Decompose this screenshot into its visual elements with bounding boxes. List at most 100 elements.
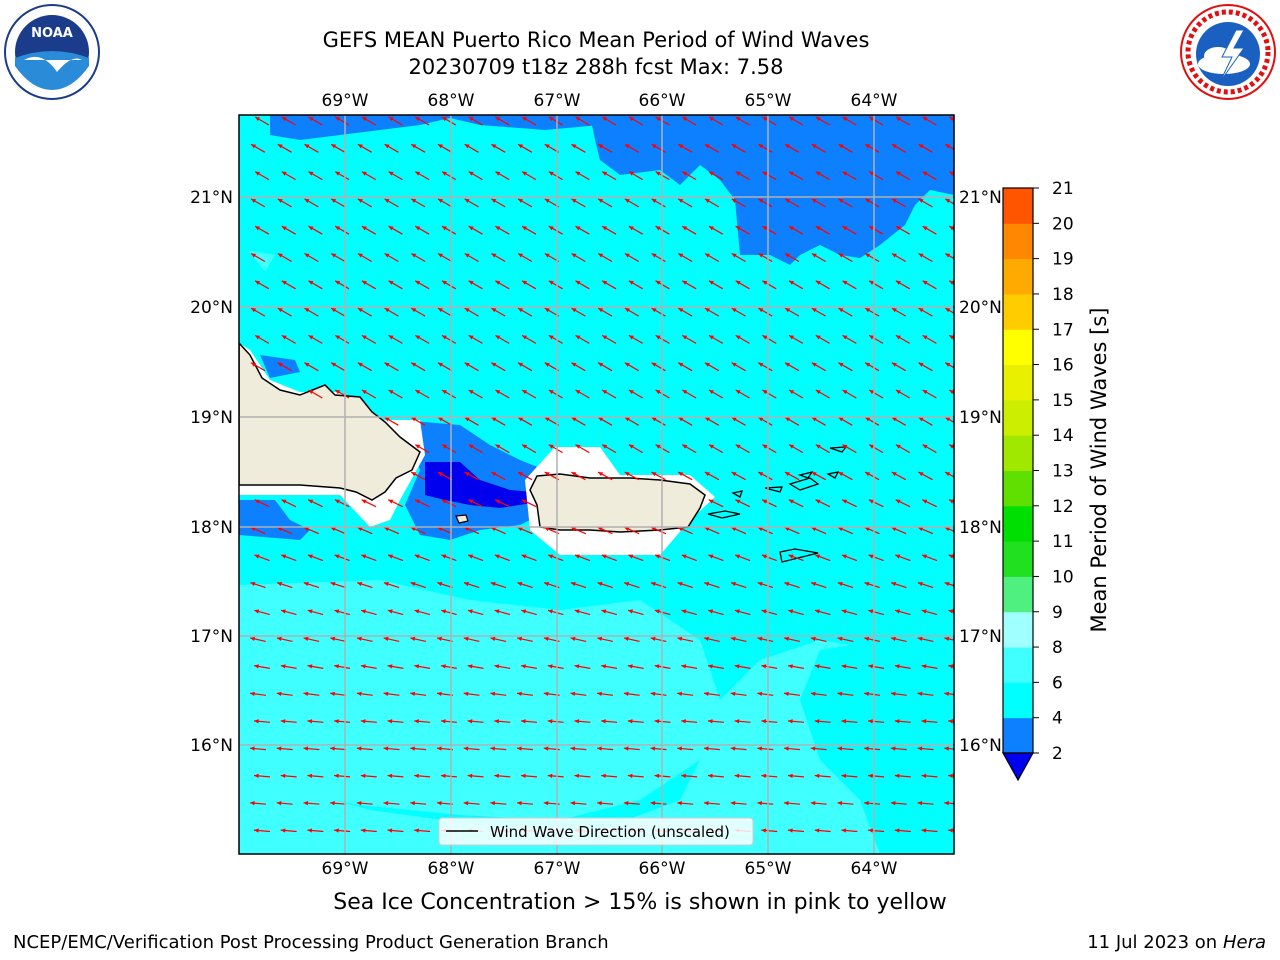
wind-arrow [731, 471, 746, 481]
wind-arrow [330, 143, 346, 153]
wind-arrow [437, 252, 453, 263]
wind-arrow [491, 252, 506, 263]
wind-arrow [948, 499, 954, 504]
wind-arrow [334, 499, 350, 508]
wind-arrow [254, 280, 270, 290]
lat-tick-label-right: 17°N [959, 627, 1002, 647]
wind-arrow [623, 691, 640, 697]
wind-arrow [651, 252, 666, 263]
wind-arrow [277, 307, 292, 317]
wind-arrow [304, 143, 319, 153]
wind-arrow [651, 416, 666, 426]
wind-arrow [441, 171, 457, 181]
wind-arrow [597, 636, 614, 643]
wind-arrow [280, 719, 297, 724]
wind-arrow [838, 362, 853, 372]
wind-arrow [895, 171, 911, 181]
wind-arrow [815, 116, 830, 126]
wind-arrow [414, 389, 430, 399]
wind-arrow [410, 362, 426, 372]
wind-arrow [784, 471, 800, 481]
wind-arrow [624, 143, 640, 153]
wind-arrow [730, 581, 747, 589]
lat-tick-label-left: 17°N [190, 627, 233, 647]
wind-arrow [410, 746, 427, 751]
wind-arrow [276, 636, 293, 643]
wind-arrow [517, 362, 533, 372]
wind-arrow [361, 116, 377, 126]
wind-arrow [303, 526, 319, 535]
wind-arrow [250, 526, 266, 535]
wind-arrow [410, 471, 426, 481]
wind-arrow [735, 225, 750, 235]
wind-arrow [784, 143, 800, 153]
wind-arrow [463, 581, 480, 589]
wind-arrow [521, 225, 537, 235]
wind-arrow [628, 444, 644, 454]
wind-arrow [762, 225, 777, 235]
wind-arrow [517, 526, 533, 535]
wind-arrow [520, 719, 538, 724]
wind-arrow [651, 198, 666, 208]
wind-arrow [491, 307, 506, 317]
wind-arrow [948, 773, 954, 779]
wind-arrow [330, 691, 347, 697]
wind-arrow [249, 801, 267, 806]
wind-arrow [623, 746, 640, 751]
legend-label: Wind Wave Direction (unscaled) [490, 823, 730, 841]
wind-arrow [494, 664, 511, 669]
wind-arrow [387, 773, 404, 779]
colorbar-segment [1003, 188, 1033, 224]
wind-arrow [681, 116, 697, 126]
wind-arrow [788, 116, 804, 126]
wind-arrow [516, 801, 534, 806]
land-vieques [707, 510, 741, 519]
wind-arrow [304, 307, 319, 317]
wind-arrow [387, 828, 404, 833]
wind-arrow [249, 691, 267, 697]
wind-arrow [384, 416, 399, 426]
wind-arrow [921, 609, 938, 616]
wind-arrow [490, 581, 507, 589]
wind-arrow [383, 746, 400, 751]
wind-arrow [280, 773, 297, 779]
wind-arrow [357, 581, 373, 589]
wind-arrow [601, 609, 617, 616]
wind-arrow [388, 334, 403, 344]
footer-date: 11 Jul 2023 on Hera [1087, 932, 1266, 953]
wind-arrow [757, 801, 774, 806]
wind-arrow [361, 334, 377, 344]
wind-arrow [948, 719, 954, 724]
wind-arrow [601, 389, 617, 399]
wind-arrow [521, 389, 537, 399]
wind-arrow [948, 609, 954, 614]
wind-arrow [384, 252, 399, 263]
wind-arrow [677, 801, 694, 806]
colorbar-tick-label: 20 [1052, 214, 1074, 234]
wind-arrow [517, 143, 533, 153]
wind-arrow [677, 581, 693, 589]
wind-arrow [681, 444, 697, 454]
wind-arrow [437, 362, 453, 372]
land-st-croix [779, 548, 819, 563]
wind-arrow [575, 225, 590, 235]
wind-arrow [570, 746, 587, 751]
lat-tick-label-right: 16°N [959, 736, 1002, 756]
wind-arrow [464, 198, 479, 208]
wind-arrow [624, 471, 640, 481]
wind-arrow [868, 280, 884, 290]
colorbar-segment [1003, 399, 1033, 436]
wind-arrow [708, 171, 724, 181]
wind-arrow [921, 554, 938, 562]
wind-arrow [628, 334, 644, 344]
wind-arrow [517, 636, 533, 643]
wind-arrow [842, 389, 857, 399]
wind-arrow [468, 280, 483, 290]
wind-arrow [463, 746, 480, 751]
wind-arrow [574, 664, 591, 669]
wind-arrow [788, 444, 804, 454]
wind-arrow [517, 416, 533, 426]
wind-arrow [841, 664, 858, 669]
wind-arrow [757, 746, 774, 751]
wind-arrow [441, 499, 457, 508]
